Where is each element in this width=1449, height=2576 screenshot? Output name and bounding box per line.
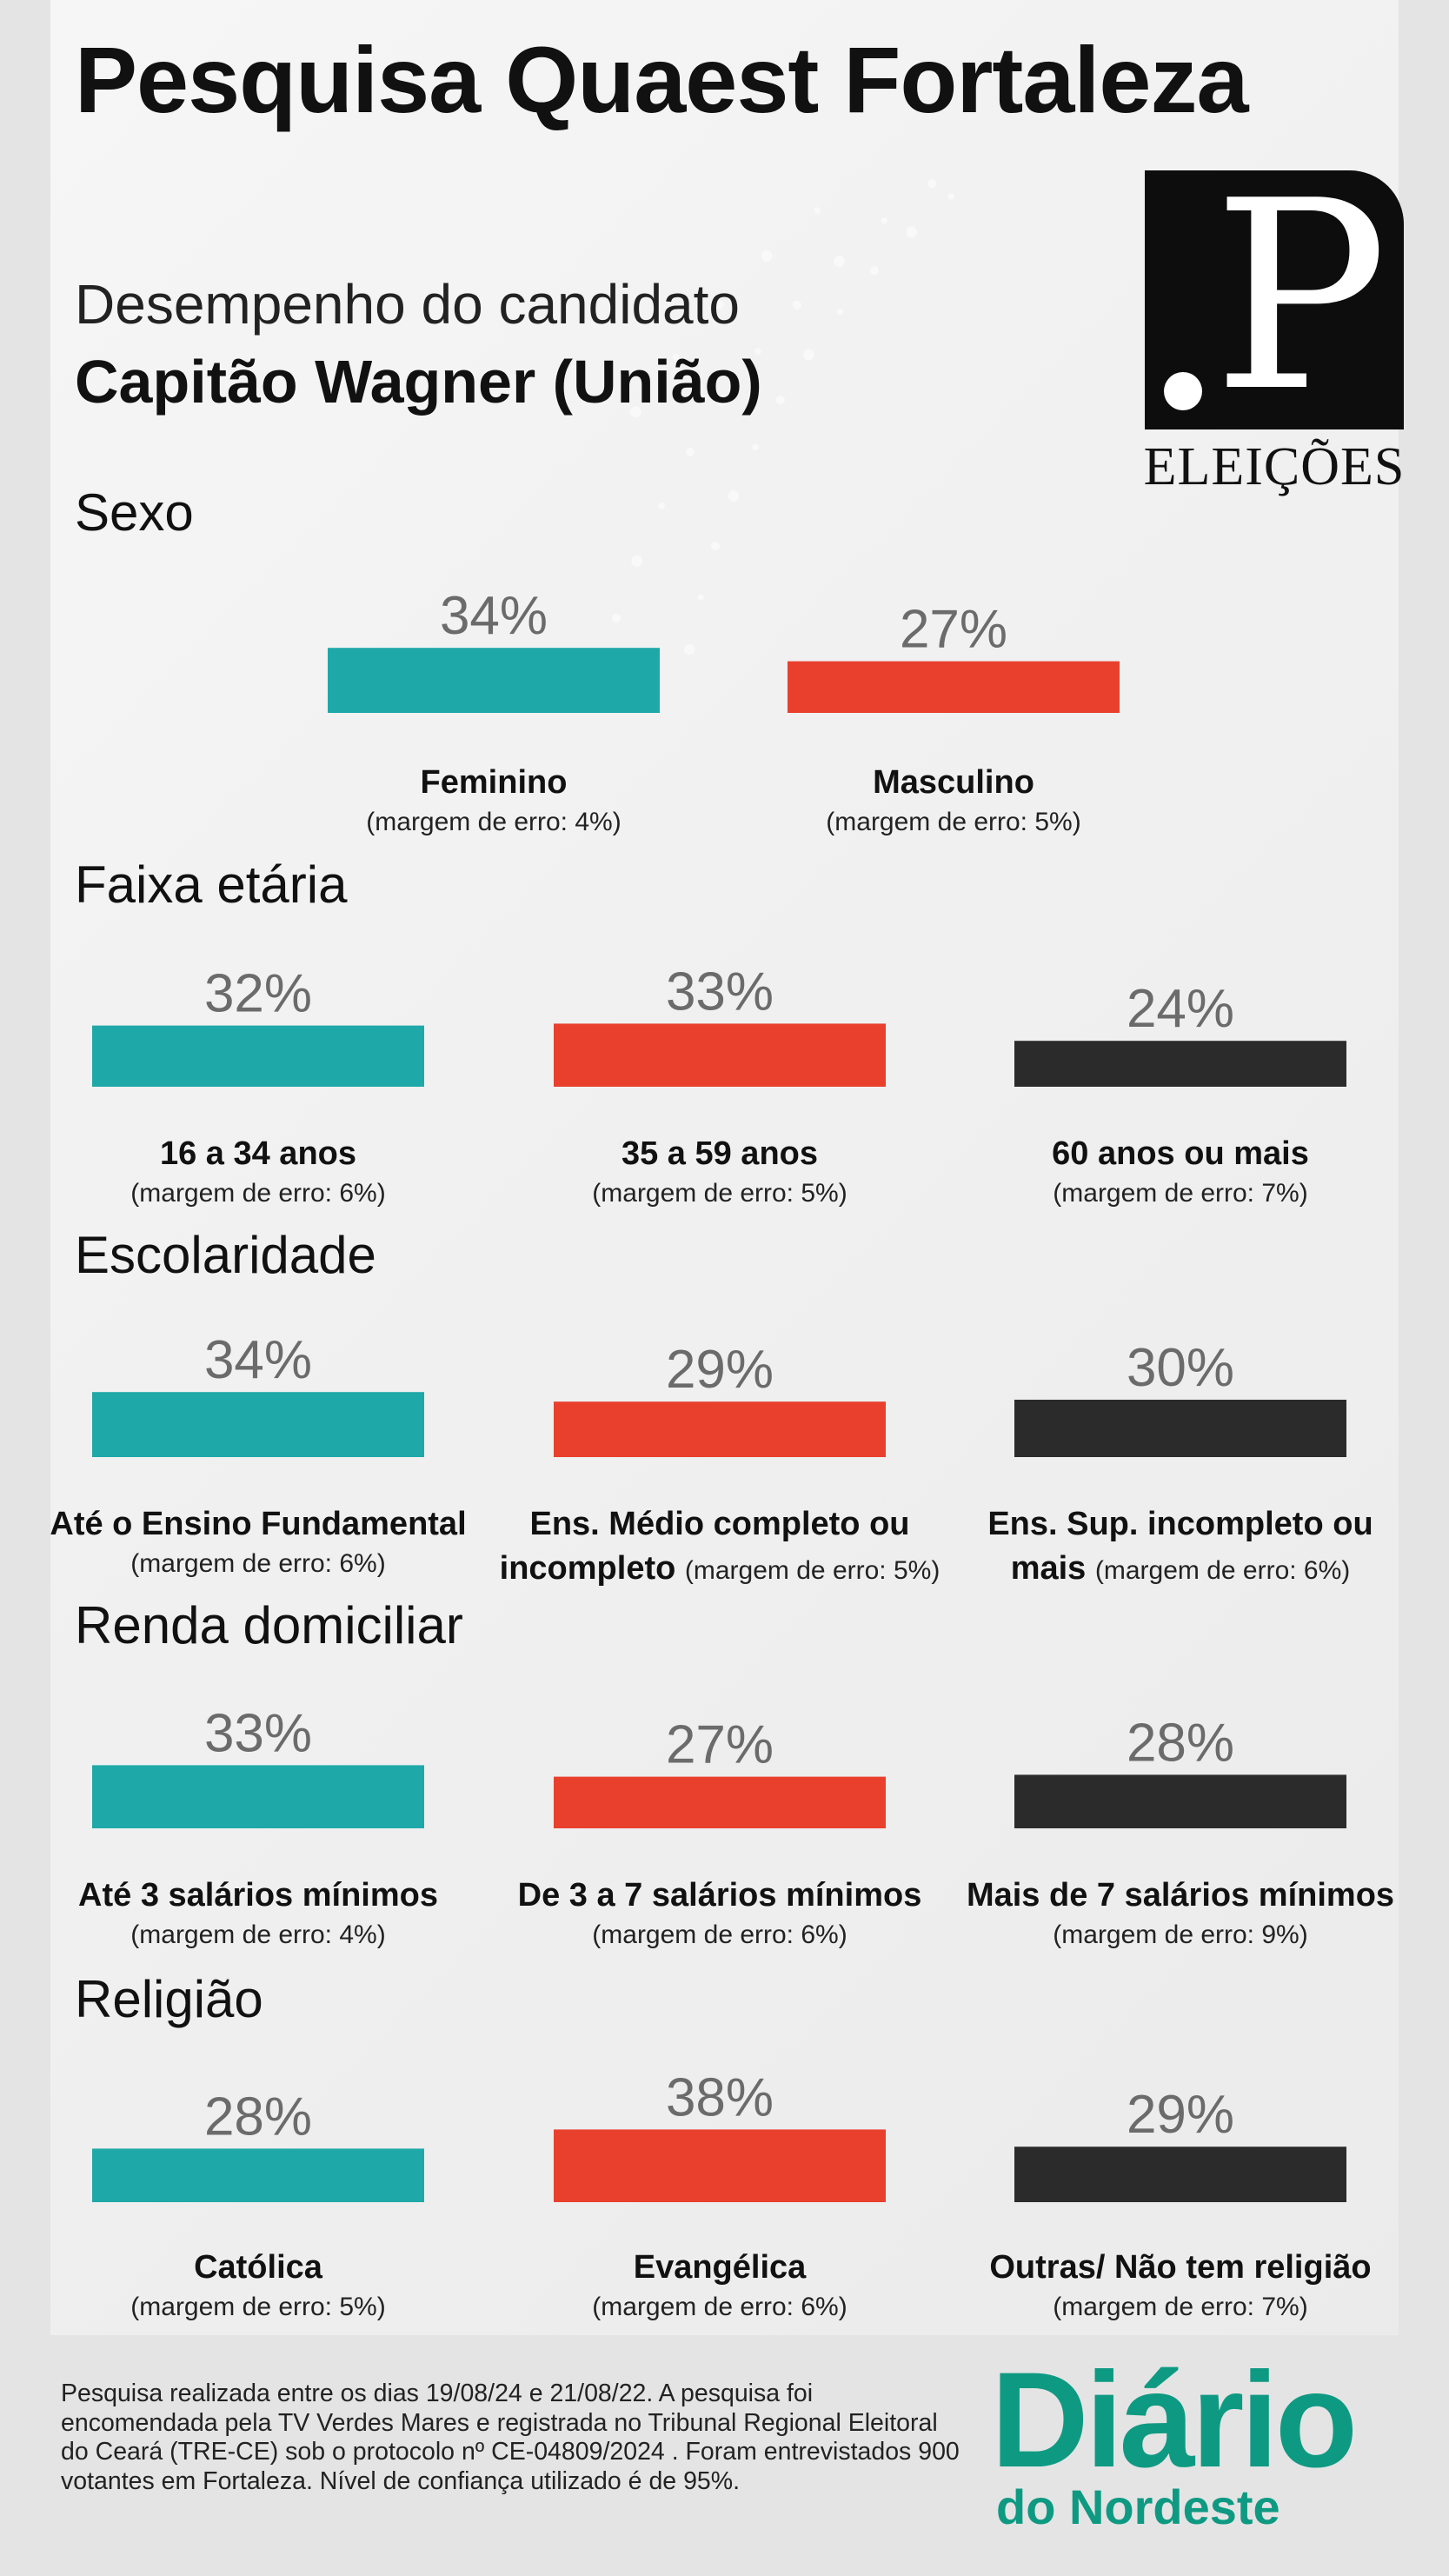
bar — [554, 1401, 886, 1457]
section-title-renda: Renda domiciliar — [75, 1596, 463, 1654]
category-label-line-1: Ens. Sup. incompleto ou — [987, 1506, 1373, 1542]
data-label: 27% — [666, 1715, 774, 1775]
margin-of-error: (margem de erro: 6%) — [1095, 1556, 1350, 1585]
brand-line-2: do Nordeste — [996, 2479, 1280, 2534]
bar — [1014, 1774, 1346, 1828]
margin-of-error: (margem de erro: 9%) — [1053, 1920, 1307, 1949]
section-title-sexo: Sexo — [75, 483, 194, 542]
category-label: 16 a 34 anos — [160, 1135, 356, 1172]
category-label: Evangélica — [634, 2249, 807, 2286]
bar-charts: 34% Feminino (margem de erro: 4%) 27% Mascul… — [50, 586, 1394, 2321]
data-label: 29% — [1127, 2085, 1234, 2145]
data-label: 30% — [1127, 1338, 1234, 1398]
data-label: 28% — [204, 2087, 312, 2147]
data-label: 27% — [900, 600, 1007, 660]
logo-label: ELEIÇÕES — [1143, 437, 1406, 496]
bar — [554, 1776, 886, 1828]
category-label: 35 a 59 anos — [621, 1135, 818, 1172]
section-title-escolaridade: Escolaridade — [75, 1226, 376, 1284]
data-label: 24% — [1127, 979, 1234, 1039]
data-label: 34% — [204, 1330, 312, 1390]
category-label: Feminino — [421, 764, 568, 801]
category-label: 60 anos ou mais — [1052, 1135, 1309, 1172]
bar — [92, 2148, 424, 2202]
bar — [1014, 2147, 1346, 2202]
category-label-line-2: incompleto (margem de erro: 5%) — [500, 1550, 941, 1587]
bar — [328, 648, 660, 713]
margin-of-error: (margem de erro: 4%) — [130, 1920, 385, 1949]
data-label: 33% — [666, 962, 774, 1022]
opovo-logo: P — [1145, 170, 1404, 429]
data-label: 38% — [666, 2067, 774, 2127]
page-title: Pesquisa Quaest Fortaleza — [75, 27, 1249, 132]
category-label: Católica — [194, 2249, 323, 2286]
bar — [92, 1392, 424, 1457]
bar — [1014, 1400, 1346, 1457]
margin-of-error: (margem de erro: 6%) — [592, 2293, 847, 2321]
margin-of-error: (margem de erro: 6%) — [130, 1179, 385, 1208]
margin-of-error: (margem de erro: 5%) — [685, 1556, 940, 1585]
data-label: 33% — [204, 1703, 312, 1763]
margin-of-error: (margem de erro: 5%) — [130, 2293, 385, 2321]
survey-methodology-note: Pesquisa realizada entre os dias 19/08/2… — [61, 2380, 960, 2495]
margin-of-error: (margem de erro: 5%) — [826, 808, 1080, 836]
data-label: 29% — [666, 1340, 774, 1400]
logo-dot — [1164, 372, 1202, 410]
bar — [92, 1765, 424, 1828]
data-label: 32% — [204, 964, 312, 1024]
category-label-line-1: Ens. Médio completo ou — [529, 1506, 909, 1542]
section-title-religiao: Religião — [75, 1970, 263, 2028]
margin-of-error: (margem de erro: 5%) — [592, 1179, 847, 1208]
margin-of-error: (margem de erro: 4%) — [366, 808, 621, 836]
bar — [554, 2129, 886, 2202]
bar — [1014, 1041, 1346, 1087]
margin-of-error: (margem de erro: 6%) — [592, 1920, 847, 1949]
margin-of-error: (margem de erro: 7%) — [1053, 1179, 1307, 1208]
brand-line-1: Diário — [991, 2345, 1358, 2496]
decorative-dot-pattern — [611, 178, 955, 656]
diario-do-nordeste-logo: Diário do Nordeste — [991, 2353, 1417, 2532]
category-label-line-2: mais (margem de erro: 6%) — [1011, 1550, 1351, 1587]
candidate-name: Capitão Wagner (União) — [75, 348, 762, 416]
bar — [554, 1023, 886, 1087]
data-label: 28% — [1127, 1713, 1234, 1773]
bar — [788, 661, 1120, 713]
subtitle-line-1: Desempenho do candidato — [75, 273, 740, 336]
category-label: Mais de 7 salários mínimos — [967, 1877, 1394, 1914]
category-label: Até o Ensino Fundamental — [50, 1506, 466, 1542]
margin-of-error: (margem de erro: 7%) — [1053, 2293, 1307, 2321]
bar — [92, 1025, 424, 1087]
data-label: 34% — [440, 586, 548, 646]
category-label: Até 3 salários mínimos — [78, 1877, 438, 1914]
category-label: De 3 a 7 salários mínimos — [518, 1877, 922, 1914]
section-title-faixa-etaria: Faixa etária — [75, 855, 348, 914]
category-label: Masculino — [873, 764, 1034, 801]
logo-letter: P — [1213, 170, 1388, 429]
category-label: Outras/ Não tem religião — [989, 2249, 1371, 2286]
margin-of-error: (margem de erro: 6%) — [130, 1549, 385, 1578]
